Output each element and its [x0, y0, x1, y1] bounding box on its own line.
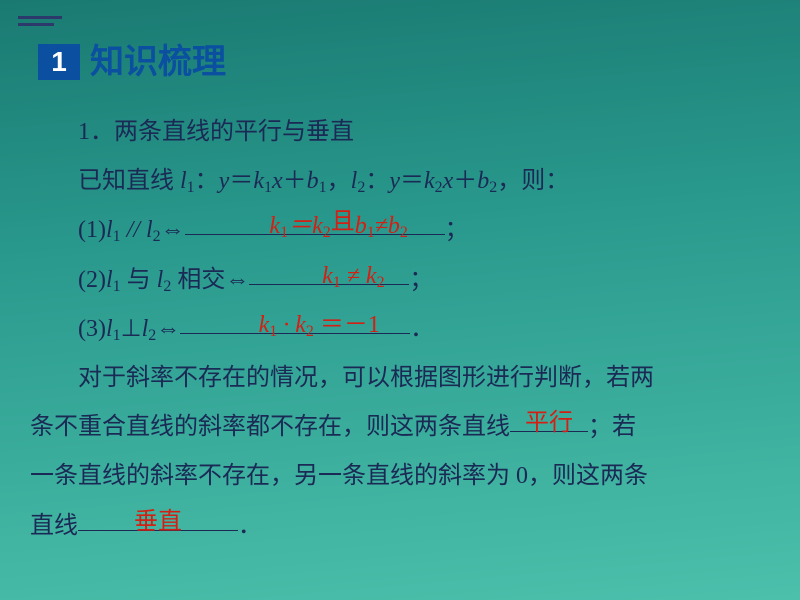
- a2-k2: k: [366, 263, 377, 289]
- a1-bs2: 2: [400, 224, 408, 241]
- i2-semi: ；: [409, 267, 433, 293]
- eq-2: ＝: [400, 168, 424, 194]
- then-text: ，则：: [497, 168, 569, 194]
- colon-1: ：: [195, 168, 219, 194]
- i3-l1: l: [106, 316, 113, 342]
- answer-2: k1 ≠ k2: [322, 263, 384, 289]
- a3-dot: ·: [277, 312, 295, 338]
- sym-y2: y: [389, 168, 400, 194]
- i3-perp: ⊥: [121, 316, 142, 342]
- topic-title-text: ．两条直线的平行与垂直: [90, 119, 354, 145]
- plus-1: ＋: [283, 168, 307, 194]
- eq-1: ＝: [229, 168, 253, 194]
- i1-l2: l: [146, 217, 153, 243]
- a1-k1: k: [269, 213, 280, 239]
- answer-perp: 垂直: [134, 509, 182, 535]
- i3-s1: 1: [113, 327, 121, 344]
- i1-l1: l: [106, 217, 113, 243]
- sym-b2: b: [477, 168, 489, 194]
- item3-prefix: (3): [78, 316, 106, 342]
- i3-period: ．: [410, 316, 434, 342]
- answer-3: k1 · k2 ＝－1: [259, 312, 380, 338]
- given-line: 已知直线 l1：y＝k1x＋b1，l2：y＝k2x＋b2，则：: [30, 157, 770, 206]
- section-header: 1 知识梳理: [38, 44, 226, 80]
- a3-k2: k: [295, 312, 306, 338]
- sub-1a: 1: [187, 179, 195, 196]
- a2-s1: 1: [333, 274, 341, 291]
- p3a: 一条直线的斜率不存在，另一条直线的斜率为 0，则这两条: [30, 463, 648, 489]
- sym-l1: l: [180, 168, 187, 194]
- i2-l1: l: [106, 267, 113, 293]
- item-2: (2)l1 与 l2 相交⇔k1 ≠ k2；: [30, 256, 770, 305]
- a2-neq: ≠: [341, 263, 366, 289]
- para2-line1: 对于斜率不存在的情况，可以根据图形进行判断，若两: [30, 354, 770, 403]
- p2c: ；若: [588, 414, 636, 440]
- a1-bs1: 1: [367, 224, 375, 241]
- sub-k2: 2: [435, 179, 443, 196]
- given-prefix: 已知直线: [78, 168, 180, 194]
- slide-content: 1．两条直线的平行与垂直 已知直线 l1：y＝k1x＋b1，l2：y＝k2x＋b…: [30, 108, 770, 551]
- blank-5: 垂直: [78, 502, 238, 531]
- p2b: 条不重合直线的斜率都不存在，则这两条直线: [30, 414, 510, 440]
- i3-iff: ⇔: [156, 316, 180, 342]
- sub-k1: 1: [264, 179, 272, 196]
- section-title: 知识梳理: [90, 45, 226, 79]
- topic-line: 1．两条直线的平行与垂直: [30, 108, 770, 157]
- blank-1: k1＝k2且b1≠b2: [185, 206, 445, 235]
- i2-int: 相交⇔: [171, 267, 249, 293]
- a1-b2: b: [388, 213, 400, 239]
- a1-s1: 1: [280, 224, 288, 241]
- blank-2: k1 ≠ k2: [249, 256, 409, 285]
- p2a: 对于斜率不存在的情况，可以根据图形进行判断，若两: [78, 365, 654, 391]
- a1-b1: b: [355, 213, 367, 239]
- sym-k2: k: [424, 168, 435, 194]
- sym-x2: x: [443, 168, 454, 194]
- para3-line: 一条直线的斜率不存在，另一条直线的斜率为 0，则这两条: [30, 452, 770, 501]
- answer-1: k1＝k2且b1≠b2: [269, 213, 407, 239]
- sub-b1: 1: [319, 179, 327, 196]
- plus-2: ＋: [453, 168, 477, 194]
- p4a: 直线: [30, 513, 78, 539]
- a1-k2: k: [312, 213, 323, 239]
- sym-b1: b: [307, 168, 319, 194]
- item1-prefix: (1): [78, 217, 106, 243]
- blank-4: 平行: [510, 403, 588, 432]
- i1-s2: 2: [153, 228, 161, 245]
- a3-s2: 2: [306, 323, 314, 340]
- sym-x1: x: [272, 168, 283, 194]
- comma-1: ，: [327, 168, 351, 194]
- i1-par: //: [121, 217, 146, 243]
- a1-and: 且: [331, 209, 355, 235]
- a1-neq: ≠: [375, 213, 388, 239]
- para2-line2: 条不重合直线的斜率都不存在，则这两条直线平行；若: [30, 403, 770, 452]
- sym-y1: y: [219, 168, 230, 194]
- a1-s2: 2: [323, 224, 331, 241]
- a1-eq: ＝: [288, 213, 312, 239]
- para4-line: 直线垂直．: [30, 502, 770, 551]
- colon-2: ：: [365, 168, 389, 194]
- sym-k1: k: [253, 168, 264, 194]
- a3-k1: k: [259, 312, 270, 338]
- item2-prefix: (2): [78, 267, 106, 293]
- item-1: (1)l1 // l2⇔k1＝k2且b1≠b2；: [30, 206, 770, 255]
- decorative-corner-lines: [18, 16, 62, 26]
- i1-semi: ；: [445, 217, 469, 243]
- p4-period: ．: [238, 513, 262, 539]
- topic-number: 1: [78, 119, 90, 145]
- i2-s1: 1: [113, 278, 121, 295]
- answer-parallel: 平行: [525, 410, 573, 436]
- item-3: (3)l1⊥l2⇔k1 · k2 ＝－1．: [30, 305, 770, 354]
- i1-s1: 1: [113, 228, 121, 245]
- i1-iff: ⇔: [161, 217, 185, 243]
- a2-k1: k: [322, 263, 333, 289]
- section-number-box: 1: [38, 44, 80, 80]
- i2-with: 与: [121, 267, 157, 293]
- a3-eq: ＝－1: [314, 312, 380, 338]
- blank-3: k1 · k2 ＝－1: [180, 305, 410, 334]
- a2-s2: 2: [377, 274, 385, 291]
